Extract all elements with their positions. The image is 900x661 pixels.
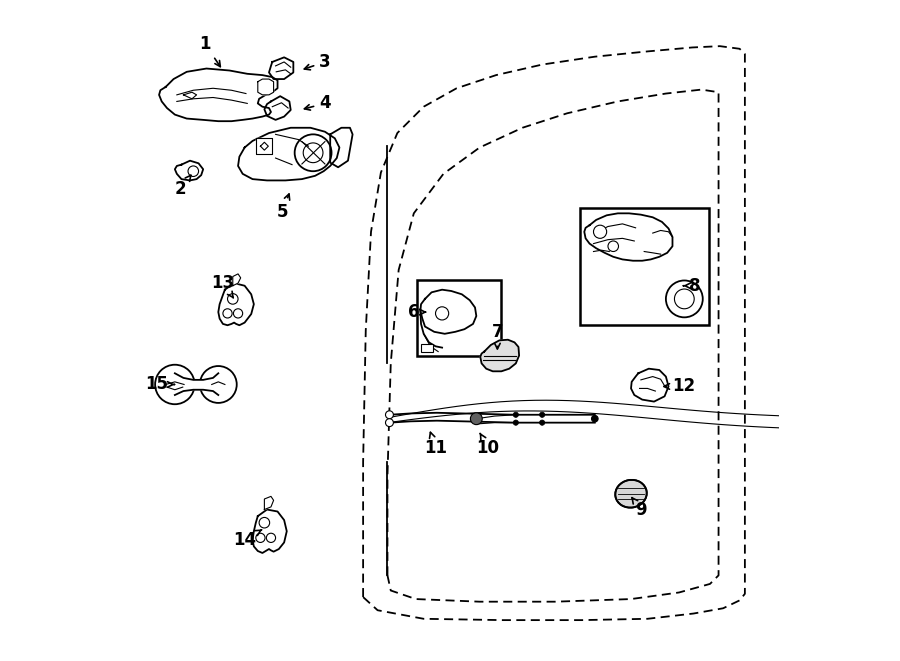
Circle shape: [200, 366, 237, 403]
Circle shape: [228, 293, 238, 304]
Text: 8: 8: [683, 277, 700, 295]
Circle shape: [513, 412, 518, 417]
Circle shape: [294, 134, 331, 171]
Circle shape: [539, 420, 544, 425]
Circle shape: [223, 309, 232, 318]
Polygon shape: [257, 79, 274, 95]
Polygon shape: [175, 373, 219, 395]
Polygon shape: [260, 142, 268, 150]
Circle shape: [591, 415, 599, 422]
Circle shape: [303, 143, 323, 163]
Bar: [417, 280, 501, 356]
Polygon shape: [584, 214, 672, 260]
Polygon shape: [219, 283, 254, 325]
Text: 5: 5: [276, 194, 290, 221]
Polygon shape: [256, 138, 273, 154]
Circle shape: [674, 289, 694, 309]
Circle shape: [233, 309, 243, 318]
Text: 13: 13: [212, 274, 235, 297]
Text: 15: 15: [146, 375, 175, 393]
Text: 3: 3: [304, 53, 331, 71]
Circle shape: [608, 241, 618, 252]
Polygon shape: [159, 69, 277, 121]
Polygon shape: [420, 290, 476, 334]
Polygon shape: [481, 340, 519, 371]
Text: 10: 10: [477, 434, 500, 457]
Circle shape: [513, 420, 518, 425]
Polygon shape: [269, 58, 293, 79]
Circle shape: [593, 225, 607, 239]
Text: 11: 11: [424, 432, 447, 457]
Bar: [421, 344, 433, 352]
Polygon shape: [238, 128, 339, 180]
Circle shape: [666, 280, 703, 317]
Ellipse shape: [616, 480, 647, 508]
Bar: [580, 208, 708, 325]
Polygon shape: [253, 510, 287, 553]
Polygon shape: [631, 369, 669, 402]
Circle shape: [259, 518, 270, 528]
Polygon shape: [265, 496, 274, 510]
Text: 9: 9: [632, 498, 647, 518]
Circle shape: [471, 412, 482, 424]
Circle shape: [385, 418, 393, 426]
Circle shape: [385, 410, 393, 418]
Polygon shape: [233, 274, 240, 286]
Circle shape: [155, 365, 194, 405]
Circle shape: [188, 166, 199, 176]
Polygon shape: [330, 128, 353, 167]
Text: 2: 2: [175, 175, 191, 198]
Text: 12: 12: [664, 377, 695, 395]
Text: 6: 6: [408, 303, 426, 321]
Text: 4: 4: [304, 95, 331, 112]
Text: 7: 7: [491, 323, 503, 349]
Circle shape: [436, 307, 449, 320]
Circle shape: [266, 533, 275, 543]
Circle shape: [539, 412, 544, 417]
Polygon shape: [175, 161, 203, 180]
Text: 1: 1: [200, 35, 220, 67]
Circle shape: [256, 533, 265, 543]
Text: 14: 14: [233, 530, 262, 549]
Polygon shape: [265, 96, 291, 120]
